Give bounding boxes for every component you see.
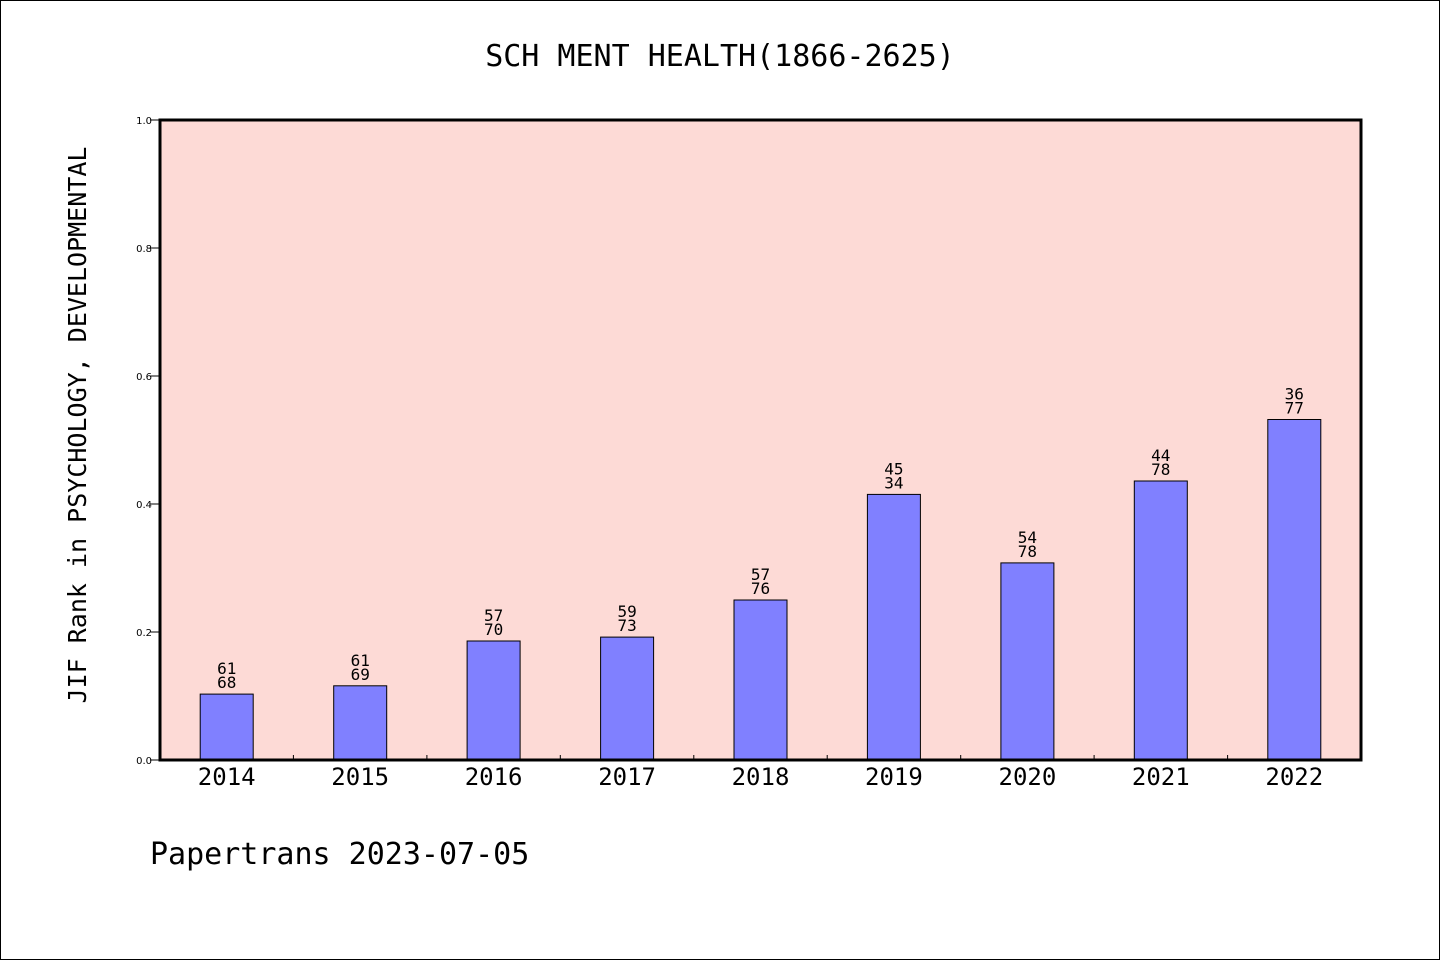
y-tick-label: 1.0	[136, 116, 152, 127]
x-tick-label-2021: 2021	[1132, 763, 1190, 791]
bar-2021	[1133, 480, 1188, 761]
y-axis: 0.0 0.2 0.4 0.6 0.8 1.0	[136, 116, 160, 767]
x-tick-label-2014: 2014	[198, 763, 256, 791]
x-tick-label-2019: 2019	[865, 763, 923, 791]
y-tick-label: 0.0	[136, 756, 152, 767]
x-tick-label-2017: 2017	[598, 763, 656, 791]
x-tick-label-2018: 2018	[732, 763, 790, 791]
bar-label-bottom-2014: 68	[217, 673, 236, 692]
bar-label-bottom-2017: 73	[617, 616, 636, 635]
bar-label-bottom-2016: 70	[484, 620, 503, 639]
bar-label-top-2020: 54	[1018, 528, 1037, 547]
bar-label-bottom-2015: 69	[351, 665, 370, 684]
bar-2018	[733, 599, 788, 761]
x-axis: 2014 2015 2016 2017 2018 2019 2020 2021 2022	[198, 755, 1323, 791]
bar-label-top-2021: 44	[1151, 446, 1170, 465]
x-tick-label-2020: 2020	[999, 763, 1057, 791]
bar-label-bottom-2021: 78	[1151, 460, 1170, 479]
x-tick-label-2016: 2016	[465, 763, 523, 791]
bar-label-top-2015: 61	[351, 651, 370, 670]
bar-label-bottom-2022: 77	[1285, 399, 1304, 418]
bar-2020	[1000, 562, 1055, 761]
bar-label-top-2018: 57	[751, 565, 770, 584]
y-tick-label: 0.4	[136, 500, 152, 511]
x-tick-label-2015: 2015	[331, 763, 389, 791]
bar-2014	[199, 693, 254, 761]
y-tick-label: 0.8	[136, 244, 152, 255]
bar-label-bottom-2020: 78	[1018, 542, 1037, 561]
y-axis-title: JIF Rank in PSYCHOLOGY, DEVELOPMENTAL	[63, 147, 92, 704]
bar-label-bottom-2019: 34	[884, 473, 903, 492]
footer-text: Papertrans 2023-07-05	[150, 837, 529, 872]
bar-label-bottom-2018: 76	[751, 579, 770, 598]
bar-2015	[333, 685, 388, 761]
y-tick-label: 0.6	[136, 372, 152, 383]
bar-label-top-2014: 61	[217, 659, 236, 678]
bar-2016	[466, 640, 521, 761]
bar-label-top-2019: 45	[884, 459, 903, 478]
plot-border	[158, 118, 1363, 762]
bar-2017	[600, 636, 655, 761]
chart-title: SCH MENT HEALTH(1866-2625)	[485, 39, 955, 74]
x-tick-label-2022: 2022	[1265, 763, 1323, 791]
bar-label-top-2022: 36	[1285, 385, 1304, 404]
bar-label-top-2016: 57	[484, 606, 503, 625]
bar-label-top-2017: 59	[617, 602, 636, 621]
y-tick-label: 0.2	[136, 628, 152, 639]
bar-2022	[1267, 419, 1322, 761]
bar-2019	[866, 493, 921, 761]
